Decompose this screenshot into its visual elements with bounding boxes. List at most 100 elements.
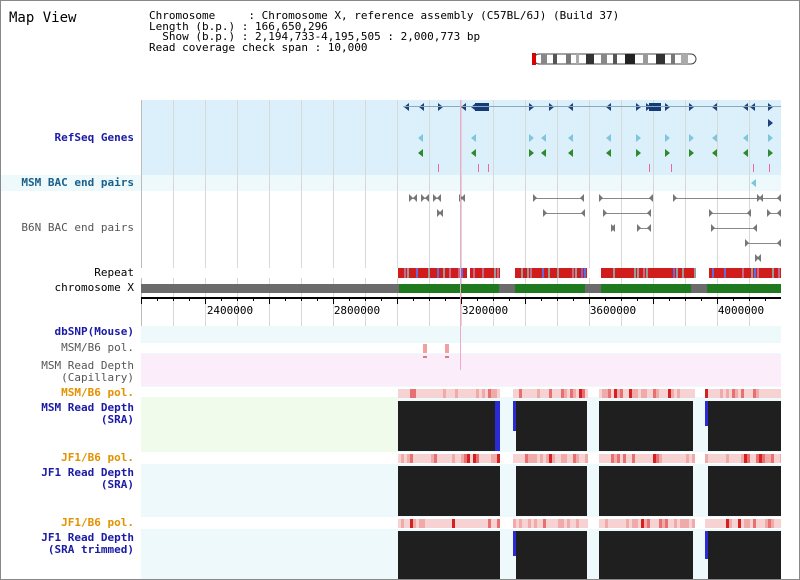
polymorphism-cell [771, 389, 774, 398]
polymorphism-cell [482, 519, 485, 528]
polymorphism-cell [738, 454, 741, 463]
page-title: Map View [9, 10, 77, 26]
polymorphism-cell [653, 389, 656, 398]
polymorphism-cell [750, 454, 753, 463]
polymorphism-cell [422, 519, 425, 528]
polymorphism-cell [455, 519, 458, 528]
polymorphism-cell [674, 519, 677, 528]
repeat-mark [428, 268, 430, 278]
bac-end [611, 224, 615, 232]
polymorphism-cell [549, 454, 552, 463]
chromosome-ideogram[interactable] [532, 53, 697, 65]
polymorphism-cell [564, 454, 567, 463]
polymorphism-cell [458, 454, 461, 463]
polymorphism-cell [620, 389, 623, 398]
axis-tick [669, 297, 670, 301]
selection-marker[interactable] [460, 100, 461, 370]
track-label-jf1-b6-pol-2[interactable]: JF1/B6 pol. [61, 516, 134, 529]
repeat-mark [497, 268, 499, 278]
polymorphism-cell [605, 454, 608, 463]
polymorphism-cell [401, 519, 404, 528]
jf1-read-depth-trimmed-blocks[interactable] [398, 531, 781, 579]
polymorphism-cell [653, 454, 656, 463]
bac-end [747, 209, 751, 217]
track-label-dbsnp[interactable]: dbSNP(Mouse) [54, 325, 134, 338]
msm-b6-polymorphism-marks[interactable] [423, 344, 449, 358]
msm-read-depth-sra-blocks[interactable] [398, 401, 781, 451]
polymorphism-cell [641, 519, 644, 528]
repeat-mark [613, 268, 615, 278]
axis-tick [157, 297, 158, 301]
repeat-mark [557, 268, 559, 278]
polymorphism-cell [705, 454, 708, 463]
axis-tick [301, 297, 302, 301]
polymorphism-cell [473, 389, 476, 398]
polymorphism-cell [449, 389, 452, 398]
track-label-msm-read-depth-sra[interactable]: MSM Read Depth (SRA) [41, 401, 134, 426]
gene-marker [712, 134, 717, 142]
polymorphism-cell [623, 519, 626, 528]
jf1-b6-pol-strip-1[interactable] [398, 454, 783, 463]
polymorphism-cell [461, 519, 464, 528]
gene-marker [665, 134, 670, 142]
polymorphism-cell [732, 519, 735, 528]
refseq-genes-track[interactable] [403, 103, 781, 187]
repeat-mark [676, 268, 678, 278]
polymorphism-cell [543, 389, 546, 398]
gene-marker [471, 149, 476, 157]
polymorphism-cell [537, 389, 540, 398]
polymorphism-cell [497, 519, 500, 528]
polymorphism-cell [401, 389, 404, 398]
bac-end [437, 194, 441, 202]
track-label-jf1-read-depth-trimmed[interactable]: JF1 Read Depth (SRA trimmed) [41, 531, 134, 556]
axis-tick [141, 297, 142, 304]
jf1-read-depth-sra-blocks[interactable] [398, 466, 781, 516]
bac-end [603, 209, 607, 217]
track-label-refseq-genes[interactable]: RefSeq Genes [54, 131, 134, 144]
track-label-msm-b6-pol-2[interactable]: MSM/B6 pol. [61, 386, 134, 399]
polymorphism-cell [717, 454, 720, 463]
polymorphism-cell [446, 519, 449, 528]
bac-end [580, 194, 584, 202]
jf1-b6-pol-strip-2[interactable] [398, 519, 783, 528]
track-label-msm-b6-pol-1[interactable]: MSM/B6 pol. [61, 341, 134, 354]
gene-marker [743, 149, 748, 157]
axis-tick [653, 297, 654, 304]
polymorphism-cell [641, 454, 644, 463]
track-label-repeat[interactable]: Repeat [94, 266, 134, 279]
polymorphism-cell [768, 454, 771, 463]
track-label-b6n-bac[interactable]: B6N BAC end pairs [21, 221, 134, 234]
repeat-track[interactable] [398, 268, 781, 278]
polymorphism-cell [419, 389, 422, 398]
axis-tick [477, 297, 478, 301]
polymorphism-cell [753, 519, 756, 528]
gene-tick [769, 164, 770, 172]
polymorphism-cell [723, 389, 726, 398]
track-label-chromosome[interactable]: chromosome X [54, 281, 134, 294]
track-label-msm-bac[interactable]: MSM BAC end pairs [21, 176, 134, 189]
axis-tick [637, 297, 638, 301]
polymorphism-cell [585, 519, 588, 528]
bac-end-pairs-track[interactable] [409, 194, 781, 262]
polymorphism-cell [777, 454, 780, 463]
track-label-jf1-b6-pol-1[interactable]: JF1/B6 pol. [61, 451, 134, 464]
polymorphism-cell [635, 389, 638, 398]
repeat-mark [461, 268, 463, 278]
repeat-mark [584, 268, 586, 278]
repeat-mark [772, 268, 774, 278]
polymorphism-cell [534, 519, 537, 528]
polymorphism-cell [446, 454, 449, 463]
polymorphism-cell [665, 519, 668, 528]
track-label-msm-read-depth-capillary[interactable]: MSM Read Depth (Capillary) [41, 359, 134, 384]
axis-tick [221, 297, 222, 301]
repeat-mark [530, 268, 532, 278]
chromosome-bar[interactable] [141, 284, 781, 293]
polymorphism-cell [434, 454, 437, 463]
msm-b6-pol-strip[interactable] [398, 389, 783, 398]
repeat-mark [407, 268, 409, 278]
polymorphism-cell [528, 519, 531, 528]
track-label-jf1-read-depth-sra[interactable]: JF1 Read Depth (SRA) [41, 466, 134, 491]
polymorphism-cell [482, 389, 485, 398]
polymorphism-cell [576, 454, 579, 463]
